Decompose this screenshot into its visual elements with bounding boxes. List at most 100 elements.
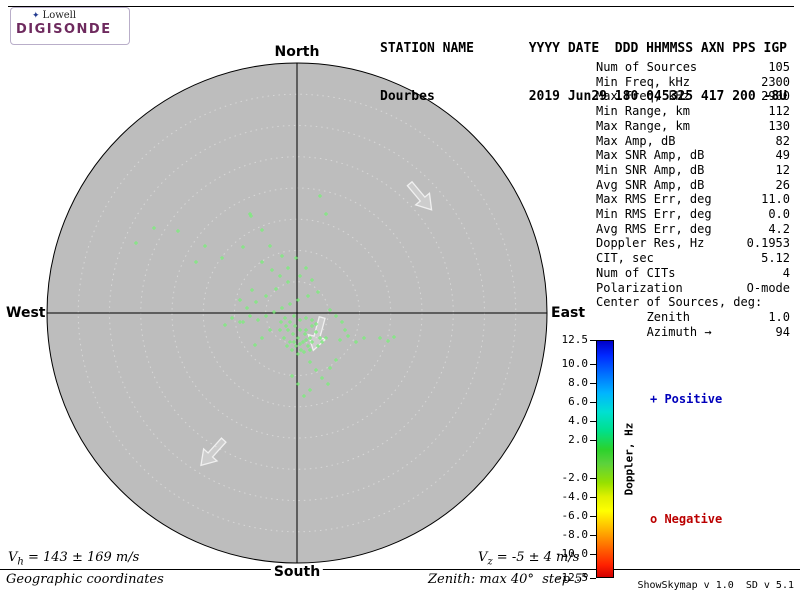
east-label: East xyxy=(551,305,586,321)
south-label: South xyxy=(270,564,324,580)
colorbar-tick-label: -8.0 xyxy=(561,528,589,542)
colorbar-tick-mark xyxy=(590,340,596,341)
stat-value: 49 xyxy=(775,148,790,163)
stat-row: Max Freq, kHz 2900 xyxy=(596,89,790,104)
version-label: ShowSkymap v 1.0 SD v 5.1 xyxy=(637,580,794,591)
stat-row: Min RMS Err, deg 0.0 xyxy=(596,207,790,222)
stat-value: 2300 xyxy=(761,74,790,89)
stat-row: Max SNR Amp, dB 49 xyxy=(596,148,790,163)
stat-label: Max Amp, dB xyxy=(596,133,676,148)
colorbar-title: Doppler, Hz xyxy=(622,422,636,496)
colorbar-tick-mark xyxy=(590,578,596,579)
colorbar-tick-mark xyxy=(590,554,596,556)
stat-row: Avg RMS Err, deg 4.2 xyxy=(596,222,790,237)
stat-label: Avg SNR Amp, dB xyxy=(596,177,705,192)
stat-label: Doppler Res, Hz xyxy=(596,236,705,251)
stat-row: Num of CITs 4 xyxy=(596,266,790,281)
colorbar-tick-mark xyxy=(590,478,596,480)
stat-row: Max RMS Err, deg 11.0 xyxy=(596,192,790,207)
vz-symbol: V xyxy=(478,550,488,565)
stat-label: Azimuth → xyxy=(596,324,712,339)
colorbar-tick-label: 12.5 xyxy=(561,333,589,346)
stat-value: 26 xyxy=(775,177,790,192)
colorbar-tick-mark xyxy=(590,363,596,365)
stat-label: Max Freq, kHz xyxy=(596,89,690,104)
stat-value: 5.12 xyxy=(761,251,790,266)
vz-subscript: z xyxy=(487,556,493,568)
stat-label: Avg RMS Err, deg xyxy=(596,221,712,236)
stat-row: Polarization O-mode xyxy=(596,281,790,296)
stat-label: Min SNR Amp, dB xyxy=(596,162,705,177)
colorbar-tick-label: 6.0 xyxy=(568,394,588,408)
stat-row: Max Range, km 130 xyxy=(596,119,790,134)
stat-label: Num of Sources xyxy=(596,60,698,74)
vz-velocity: Vz = -5 ± 4 m/s xyxy=(478,550,579,568)
colorbar-tick-mark xyxy=(590,439,596,441)
stat-value: 2900 xyxy=(761,89,790,104)
vh-value: = 143 ± 169 m/s xyxy=(23,550,140,565)
stat-value: 1.0 xyxy=(768,309,790,324)
colorbar-tick-mark xyxy=(590,382,596,384)
stat-value: 105 xyxy=(768,60,790,74)
stat-value: 4 xyxy=(782,265,790,280)
coordinates-label: Geographic coordinates xyxy=(6,572,164,587)
stat-label: Min Freq, kHz xyxy=(596,74,690,89)
colorbar-tick-label: -10.0 xyxy=(554,547,588,561)
stat-label: Num of CITs xyxy=(596,265,676,280)
colorbar-tick-mark xyxy=(590,516,596,518)
colorbar-tick-mark xyxy=(590,420,596,422)
drift-arrow-icon xyxy=(200,437,227,467)
drift-arrow-icon xyxy=(406,180,433,211)
header-values: Dourbes 2019 Jun29 180 045325 417 200 -8… xyxy=(380,89,787,104)
stats-panel: Num of Sources 105 Min Freq, kHz 2300 Max Fr… xyxy=(596,60,790,339)
stat-label: Max Range, km xyxy=(596,118,690,133)
stat-value: 82 xyxy=(775,133,790,148)
stat-row: Max Amp, dB 82 xyxy=(596,134,790,149)
doppler-colorbar xyxy=(596,340,614,578)
logo-lowell-text: Lowell xyxy=(42,10,77,21)
stat-row: CIT, sec 5.12 xyxy=(596,251,790,266)
stat-row: Doppler Res, Hz 0.1953 xyxy=(596,236,790,251)
colorbar-tick-mark xyxy=(590,535,596,537)
colorbar-tick-label: -6.0 xyxy=(561,509,589,523)
stat-value: 0.1953 xyxy=(746,236,790,251)
vh-subscript: h xyxy=(17,556,24,568)
footer-rule xyxy=(0,569,800,570)
stat-value: 112 xyxy=(768,104,790,119)
colorbar-tick-label: 10.0 xyxy=(561,356,589,370)
colorbar-tick-label: -2.0 xyxy=(561,471,589,485)
lowell-digisonde-logo: ✦ Lowell DIGISONDE xyxy=(10,7,130,45)
stat-row: Azimuth → 94 xyxy=(596,325,790,340)
logo-brand-small: ✦ Lowell xyxy=(16,10,124,22)
stat-label: Polarization xyxy=(596,280,683,295)
west-label: West xyxy=(6,305,46,321)
stat-label: Zenith xyxy=(596,309,690,324)
stat-row: Min Range, km 112 xyxy=(596,104,790,119)
vh-symbol: V xyxy=(8,550,18,565)
stat-label: Max SNR Amp, dB xyxy=(596,148,705,163)
stat-label: CIT, sec xyxy=(596,251,654,266)
negative-legend: o Negative xyxy=(650,512,723,526)
stat-value: 12 xyxy=(775,162,790,177)
positive-legend: + Positive xyxy=(650,392,723,406)
north-label: North xyxy=(274,44,320,60)
stat-row: Min Freq, kHz 2300 xyxy=(596,75,790,90)
colorbar-tick-label: 4.0 xyxy=(568,413,588,427)
stat-row: Zenith 1.0 xyxy=(596,310,790,325)
stat-row: Num of Sources 105 xyxy=(596,60,790,75)
stat-row: Center of Sources, deg: xyxy=(596,295,790,310)
stat-value: 0.0 xyxy=(768,207,790,222)
colorbar-tick-mark xyxy=(590,401,596,403)
colorbar-tick-mark xyxy=(590,497,596,499)
vz-value: = -5 ± 4 m/s xyxy=(492,550,580,565)
stat-label: Min RMS Err, deg xyxy=(596,207,712,222)
logo-digisonde-text: DIGISONDE xyxy=(16,22,112,37)
stat-label: Center of Sources, deg: xyxy=(596,295,763,310)
colorbar-tick-label: -4.0 xyxy=(561,490,589,504)
stat-label: Max RMS Err, deg xyxy=(596,192,712,207)
stat-row: Min SNR Amp, dB 12 xyxy=(596,163,790,178)
azimuth-direction-arrow-icon: → xyxy=(697,324,712,339)
stat-value: 4.2 xyxy=(768,221,790,236)
